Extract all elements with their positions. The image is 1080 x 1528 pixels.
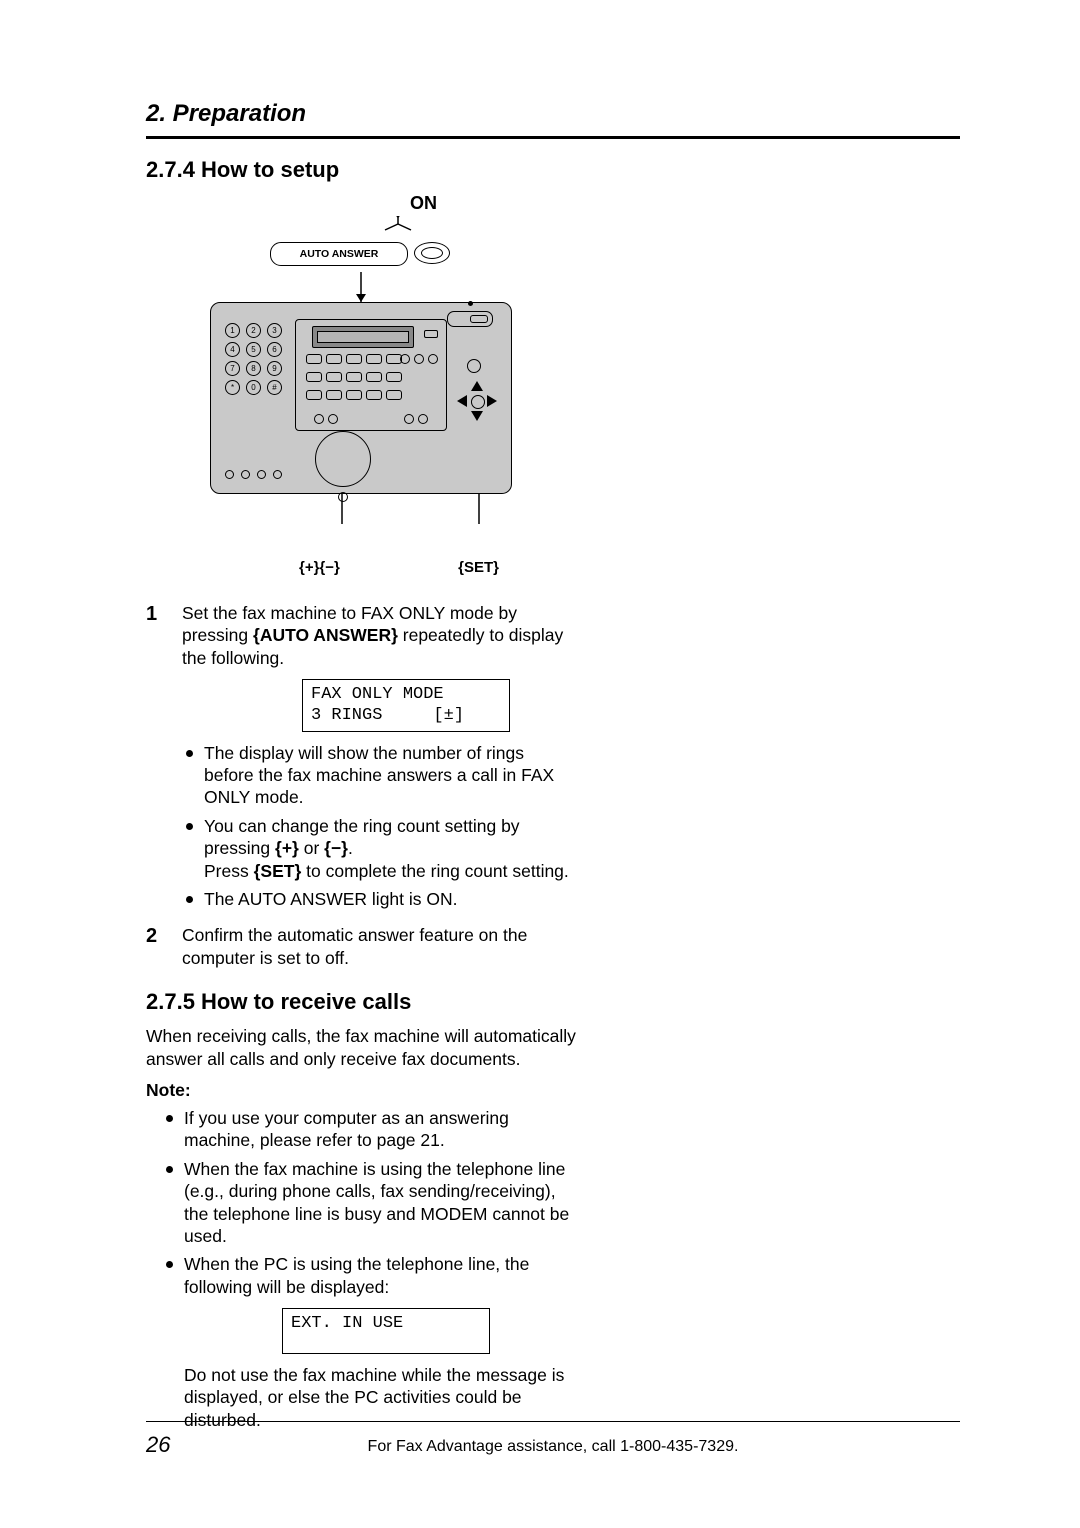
footer-text: For Fax Advantage assistance, call 1-800… [146, 1438, 960, 1456]
dial-icon [315, 431, 371, 487]
button-ref: {−} [324, 838, 348, 858]
key: 0 [246, 380, 261, 395]
auto-answer-device-icon [447, 311, 493, 327]
bullet-item: When the fax machine is using the teleph… [162, 1158, 576, 1248]
key: 6 [267, 342, 282, 357]
step-item: 1 Set the fax machine to FAX ONLY mode b… [146, 602, 576, 910]
auto-answer-button-closeup: AUTO ANSWER [270, 242, 408, 266]
content-column: 2.7.4 How to setup ON AUTO ANSWER [146, 157, 576, 1431]
step-text: Confirm the automatic answer feature on … [182, 925, 527, 967]
footer-rule [146, 1421, 960, 1422]
setup-steps: 1 Set the fax machine to FAX ONLY mode b… [146, 602, 576, 969]
bullet-item: The display will show the number of ring… [182, 742, 576, 809]
button-ref: {+} [275, 838, 299, 858]
bullet-item: When the PC is using the telephone line,… [162, 1253, 576, 1298]
pointer-mid-icon [211, 272, 511, 302]
key: 4 [225, 342, 240, 357]
subheading-setup: 2.7.4 How to setup [146, 157, 576, 183]
lcd-readout: EXT. IN USE [282, 1308, 490, 1354]
screen-unit [295, 319, 447, 431]
section-header: 2. Preparation [146, 100, 960, 128]
key: 1 [225, 323, 240, 338]
device-diagram: ON AUTO ANSWER [146, 193, 576, 576]
sub-bullets: The display will show the number of ring… [182, 742, 576, 911]
key: 3 [267, 323, 282, 338]
step-number: 2 [146, 924, 157, 950]
footer: 26 For Fax Advantage assistance, call 1-… [146, 1421, 960, 1458]
led-dot-icon [468, 301, 473, 306]
header-rule [146, 136, 960, 139]
key: * [225, 380, 240, 395]
lcd-readout: FAX ONLY MODE 3 RINGS [±] [302, 679, 510, 732]
nav-pad-icon [457, 381, 497, 421]
bullet-item: You can change the ring count setting by… [182, 815, 576, 882]
key: 5 [246, 342, 261, 357]
keypad: 1 2 3 4 5 6 7 8 9 * [225, 323, 282, 399]
lcd-icon [312, 326, 414, 348]
pointer-bottom-icon [211, 494, 511, 530]
intro-paragraph: When receiving calls, the fax machine wi… [146, 1025, 576, 1070]
step-number: 1 [146, 602, 157, 628]
manual-page: 2. Preparation 2.7.4 How to setup ON AUT… [0, 0, 1080, 1528]
button-ref: {AUTO ANSWER} [253, 625, 398, 645]
pointer-top-icon [211, 216, 511, 234]
device-panel: 1 2 3 4 5 6 7 8 9 * [210, 302, 512, 494]
ring-icon [414, 242, 450, 264]
plus-minus-label: {+}{−} [299, 559, 340, 576]
set-label: {SET} [458, 559, 499, 576]
key: 8 [246, 361, 261, 376]
key: # [267, 380, 282, 395]
note-label: Note: [146, 1080, 576, 1101]
bottom-dots [225, 470, 282, 479]
auto-answer-closeup: AUTO ANSWER [266, 234, 456, 272]
note-bullets: If you use your computer as an answering… [162, 1107, 576, 1298]
key: 9 [267, 361, 282, 376]
button-ref: {SET} [254, 861, 302, 881]
step-item: 2 Confirm the automatic answer feature o… [146, 924, 576, 969]
on-label: ON [410, 193, 450, 214]
key: 2 [246, 323, 261, 338]
bullet-item: If you use your computer as an answering… [162, 1107, 576, 1152]
bullet-item: The AUTO ANSWER light is ON. [182, 888, 576, 910]
key: 7 [225, 361, 240, 376]
subheading-receive: 2.7.5 How to receive calls [146, 989, 576, 1015]
diagram-bottom-labels: {+}{−} {SET} [211, 530, 511, 576]
